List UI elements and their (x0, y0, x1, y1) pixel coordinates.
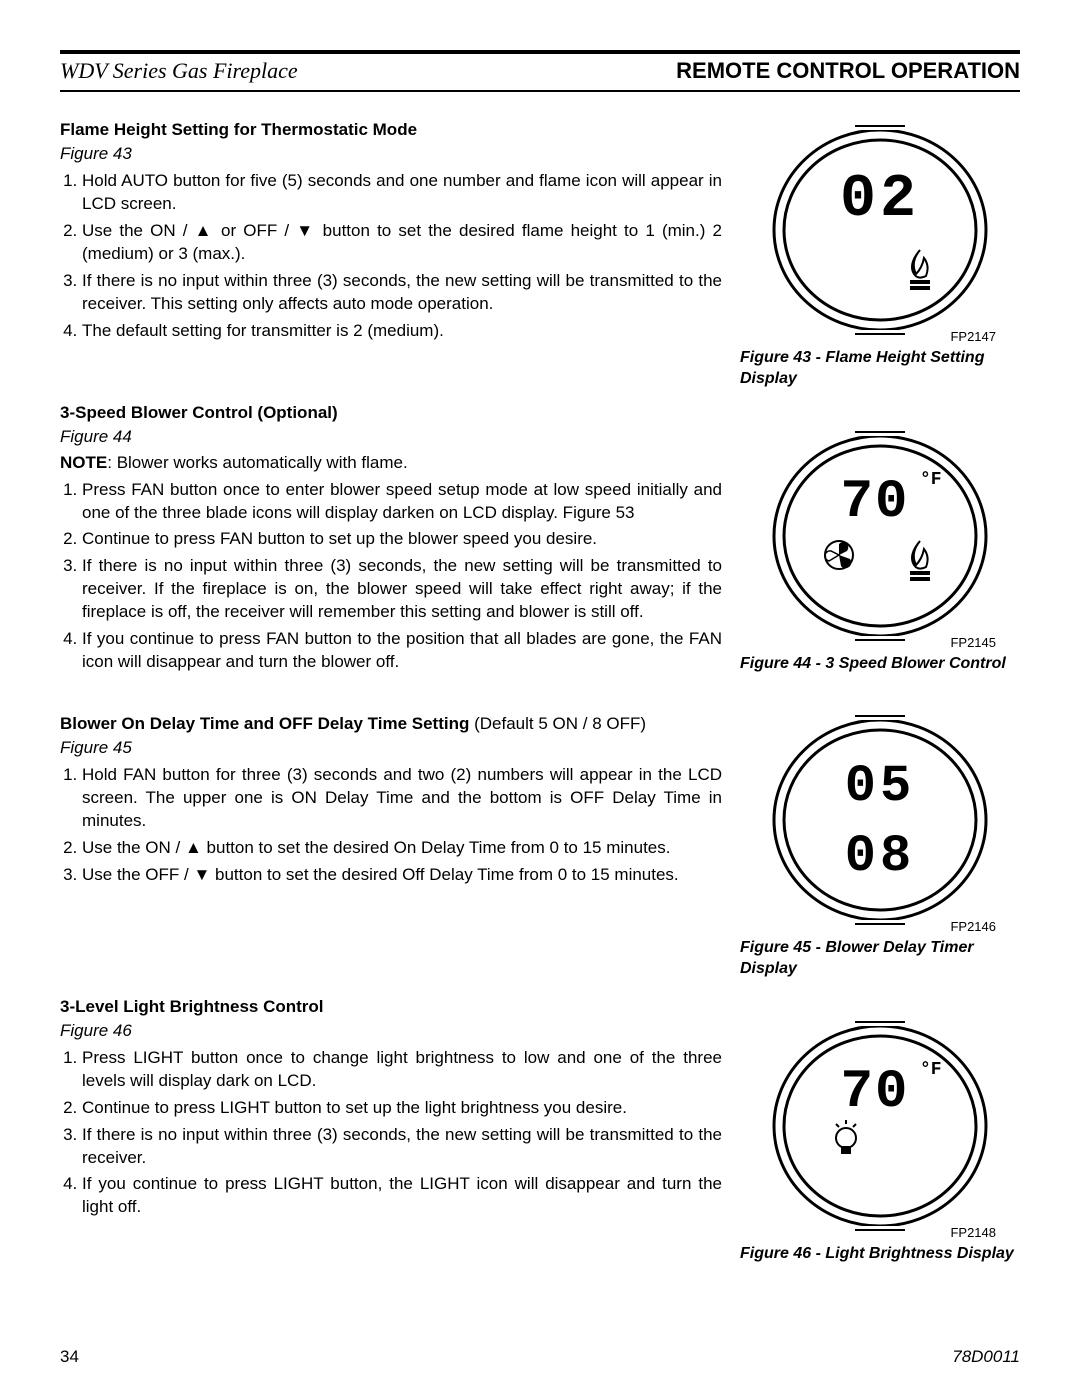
flame-bar-icon (910, 541, 930, 581)
figure-44: 70 °F FP2145 (740, 426, 1020, 675)
dial-display: 70 °F FP2148 (770, 1016, 990, 1236)
left-column: Flame Height Setting for Thermostatic Mo… (60, 120, 740, 1301)
figure-caption: Figure 43 - Flame Height Setting Display (740, 348, 1020, 390)
header-bar: WDV Series Gas Fireplace REMOTE CONTROL … (60, 58, 1020, 84)
lcd-value: 70 (841, 472, 910, 533)
dial-display: 02 FP2147 (770, 120, 990, 340)
figure-reference: Figure 43 (60, 144, 722, 164)
step: If there is no input within three (3) se… (82, 1124, 722, 1170)
section-blower-control: 3-Speed Blower Control (Optional) Figure… (60, 403, 722, 675)
step-list: Press LIGHT button once to change light … (60, 1047, 722, 1220)
content-columns: Flame Height Setting for Thermostatic Mo… (60, 120, 1020, 1301)
bulb-icon (836, 1120, 856, 1154)
unit-label: °F (920, 1060, 942, 1080)
step: The default setting for transmitter is 2… (82, 320, 722, 343)
note-text: Blower works automatically with flame. (117, 453, 408, 472)
step-list: Hold FAN button for three (3) seconds an… (60, 764, 722, 887)
figure-43: 02 FP2147 Figure 43 - Flame Height Setti… (740, 120, 1020, 390)
figure-reference: Figure 45 (60, 738, 722, 758)
section-light-brightness: 3-Level Light Brightness Control Figure … (60, 997, 722, 1220)
note-line: NOTE: Blower works automatically with fl… (60, 453, 722, 473)
page-number: 34 (60, 1347, 79, 1367)
step: Hold AUTO button for five (5) seconds an… (82, 170, 722, 216)
step-list: Hold AUTO button for five (5) seconds an… (60, 170, 722, 343)
figure-46: 70 °F FP2148 Figure 46 - Light Brightnes… (740, 1016, 1020, 1265)
lcd-top-value: 05 (845, 757, 915, 816)
section-title: REMOTE CONTROL OPERATION (676, 58, 1020, 84)
step: If there is no input within three (3) se… (82, 270, 722, 316)
fan-icon (825, 541, 853, 569)
document-number: 78D0011 (952, 1347, 1020, 1367)
heading-text: Blower On Delay Time and OFF Delay Time … (60, 714, 469, 733)
dial-display: 70 °F FP2145 (770, 426, 990, 646)
figure-45: 05 08 FP2146 Figure 45 - Blower Delay Ti… (740, 710, 1020, 980)
lcd-bottom-value: 08 (845, 827, 915, 886)
page-footer: 34 78D0011 (60, 1347, 1020, 1367)
step: Press LIGHT button once to change light … (82, 1047, 722, 1093)
step: Use the OFF / ▼ button to set the desire… (82, 864, 722, 887)
fp-code: FP2147 (950, 329, 996, 344)
step: Press FAN button once to enter blower sp… (82, 479, 722, 525)
series-title: WDV Series Gas Fireplace (60, 58, 298, 84)
section-heading: 3-Speed Blower Control (Optional) (60, 403, 722, 423)
figure-caption: Figure 44 - 3 Speed Blower Control (740, 654, 1020, 675)
lcd-value: 02 (840, 166, 920, 234)
fp-code: FP2146 (950, 919, 996, 934)
section-blower-delay: Blower On Delay Time and OFF Delay Time … (60, 714, 722, 887)
section-flame-height: Flame Height Setting for Thermostatic Mo… (60, 120, 722, 343)
figure-caption: Figure 45 - Blower Delay Timer Display (740, 938, 1020, 980)
step: If there is no input within three (3) se… (82, 555, 722, 624)
lcd-value: 70 (841, 1062, 910, 1123)
top-rule (60, 50, 1020, 54)
step: Use the ON / ▲ or OFF / ▼ button to set … (82, 220, 722, 266)
step-list: Press FAN button once to enter blower sp… (60, 479, 722, 675)
step: Hold FAN button for three (3) seconds an… (82, 764, 722, 833)
figure-reference: Figure 46 (60, 1021, 722, 1041)
fp-code: FP2148 (950, 1225, 996, 1240)
figure-reference: Figure 44 (60, 427, 722, 447)
header-underline (60, 90, 1020, 92)
heading-suffix: (Default 5 ON / 8 OFF) (469, 714, 646, 733)
flame-bar-icon (910, 250, 930, 290)
unit-label: °F (920, 470, 942, 490)
section-heading: Blower On Delay Time and OFF Delay Time … (60, 714, 722, 734)
section-heading: Flame Height Setting for Thermostatic Mo… (60, 120, 722, 140)
step: If you continue to press LIGHT button, t… (82, 1173, 722, 1219)
step: Continue to press FAN button to set up t… (82, 528, 722, 551)
dial-display: 05 08 FP2146 (770, 710, 990, 930)
step: If you continue to press FAN button to t… (82, 628, 722, 674)
figure-caption: Figure 46 - Light Brightness Display (740, 1244, 1020, 1265)
right-column: 02 FP2147 Figure 43 - Flame Height Setti… (740, 120, 1020, 1301)
step: Continue to press LIGHT button to set up… (82, 1097, 722, 1120)
section-heading: 3-Level Light Brightness Control (60, 997, 722, 1017)
fp-code: FP2145 (950, 635, 996, 650)
step: Use the ON / ▲ button to set the desired… (82, 837, 722, 860)
